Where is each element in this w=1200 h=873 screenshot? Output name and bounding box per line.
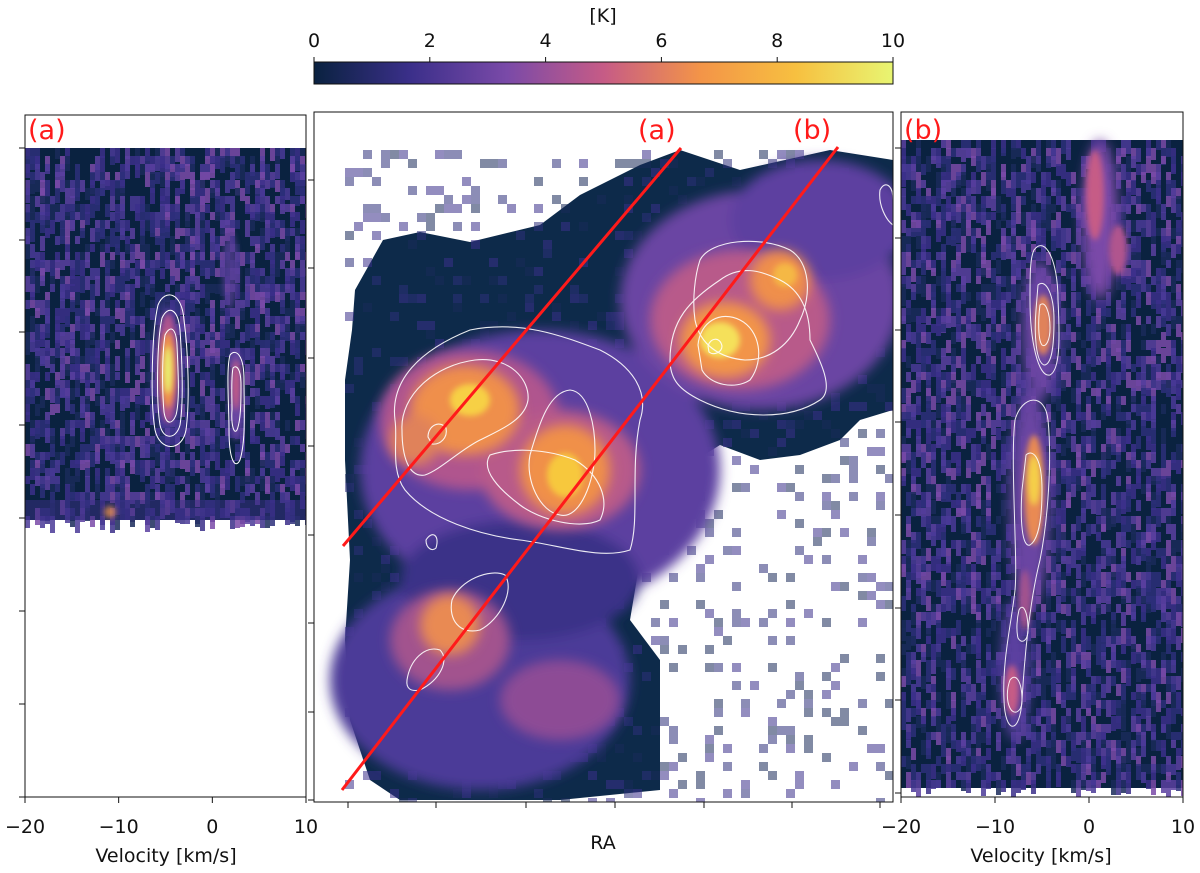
panel-center-xlabel: RA [590,832,615,854]
panel-left-tag: (a) [28,115,66,146]
panel-right-xticks: −20 −10 0 10 [881,797,1195,838]
x-tick-label: −10 [99,816,139,838]
x-tick-label: 10 [294,816,318,838]
panel-center: (a) (b) RA [308,111,894,854]
panel-right-yticks [895,147,901,794]
colorbar-unit-label: [K] [589,5,616,27]
colorbar-tick-label: 8 [771,30,783,52]
cut-label-b: (b) [793,115,831,146]
colorbar-strip [313,61,894,85]
panel-center-frame [313,111,894,803]
colorbar-tick-label: 10 [881,30,905,52]
colorbar-tick-label: 0 [308,30,320,52]
panel-center-image [330,146,893,802]
panel-left-yticks [19,147,25,798]
panel-left-image [25,148,306,533]
panel-right-xlabel: Velocity [km/s] [970,845,1111,867]
x-tick-label: 0 [206,816,218,838]
colorbar-tick-label: 4 [540,30,552,52]
panel-right-tag: (b) [904,115,942,146]
colorbar: [K] 0 2 4 6 8 10 [308,5,905,85]
panel-center-xticks [347,802,881,808]
panel-right-frame [900,111,1184,798]
colorbar-ticks: 0 2 4 6 8 10 [308,30,905,62]
panel-right: (b) −20 −10 0 10 Velocity [km/s] [881,111,1195,867]
cut-label-a: (a) [638,115,676,146]
x-tick-label: −20 [5,816,45,838]
panel-right-image [901,140,1183,797]
x-tick-label: −10 [975,816,1015,838]
x-tick-label: −20 [881,816,921,838]
colorbar-tick-label: 6 [655,30,667,52]
x-tick-label: 0 [1083,816,1095,838]
cut-line-b [340,146,840,791]
panel-left: (a) −20 −10 0 10 Velocity [km/s] [5,114,318,867]
x-tick-label: 10 [1171,816,1195,838]
panel-left-frame [24,114,307,798]
panel-left-xlabel: Velocity [km/s] [95,845,236,867]
panel-center-yticks [308,179,314,801]
colorbar-tick-label: 2 [424,30,436,52]
cut-line-a [341,147,683,547]
panel-left-xticks: −20 −10 0 10 [5,797,318,838]
